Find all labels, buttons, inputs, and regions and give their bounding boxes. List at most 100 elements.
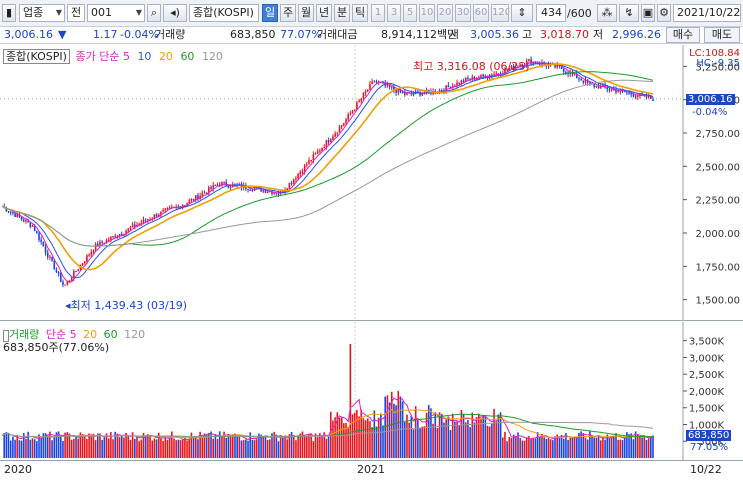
volume-bar [201, 435, 204, 458]
volume-bar [103, 437, 106, 458]
volume-chart: 3,500K 3,000K 2,500K 2,000K 1,500K 1,000K 500K [1, 322, 725, 460]
candle-body [560, 65, 563, 70]
candle-body [288, 182, 291, 189]
candle-body [38, 232, 40, 240]
buy-button[interactable]: 매수 [666, 27, 700, 43]
vol-ma5-legend: 5 [69, 328, 77, 341]
volume-bar [166, 439, 169, 458]
volume-bar [552, 440, 554, 458]
minute-option-20[interactable]: 20 [437, 4, 453, 22]
candle-body [332, 136, 334, 140]
volume-bar [20, 440, 23, 458]
volume-bar [343, 423, 345, 458]
line-tool-icon[interactable]: ↯ [619, 4, 639, 22]
minute-option-3[interactable]: 3 [387, 4, 401, 22]
vol-y-tick-label: 500K [698, 437, 724, 448]
hc-label: HC:-9.35 [696, 58, 740, 69]
period-tab-5[interactable]: 틱 [352, 4, 368, 22]
minute-option-5[interactable]: 5 [403, 4, 417, 22]
candle-body [295, 178, 297, 180]
sell-button[interactable]: 매도 [704, 27, 740, 43]
volume-legend-name: 거래량 [9, 328, 40, 341]
volume-bar [105, 433, 108, 458]
y-tick-label: 2,500.00 [695, 162, 740, 173]
candle-body [55, 269, 58, 272]
panel-toggle-icon[interactable]: ▮ [2, 4, 16, 22]
candle-body [610, 89, 613, 91]
minute-option-30[interactable]: 30 [455, 4, 471, 22]
candle-body [51, 256, 53, 261]
candle-body [249, 189, 252, 191]
market-select[interactable]: 업종 ▼ [19, 4, 65, 22]
vol-y-tick-label: 2,000K [689, 387, 725, 398]
search-icon[interactable]: ⌕ [147, 4, 161, 22]
volume-bar [51, 440, 53, 458]
volume-bar [323, 432, 326, 458]
volume-bar [284, 435, 286, 458]
volume-bar [536, 432, 539, 458]
period-select[interactable]: 전 [67, 4, 85, 22]
candle-body [36, 230, 38, 233]
save-icon[interactable]: ▣ [641, 4, 655, 22]
low-label: 저 [593, 28, 604, 41]
settings-gear-icon[interactable]: ⚙ [657, 4, 671, 22]
date-field[interactable]: 2021/10/22 [673, 4, 741, 22]
volume-bar [251, 439, 254, 458]
candle-body [310, 160, 312, 162]
x-label-2020: 2020 [4, 463, 32, 476]
chart-type-icon[interactable]: ⁂ [597, 4, 617, 22]
candle-body [334, 133, 336, 137]
period-tab-0[interactable]: 일 [262, 4, 278, 22]
candle-body [471, 76, 474, 80]
y-tick-label: 3,250.00 [695, 62, 740, 73]
volume-bar [410, 415, 413, 458]
candle-body [194, 195, 197, 201]
volume-bar [90, 434, 93, 458]
volume-bar [210, 431, 212, 458]
volume-bar [567, 439, 569, 458]
minute-option-120[interactable]: 120 [491, 4, 509, 22]
candle-body [99, 241, 101, 247]
volume-bar [358, 416, 360, 458]
candle-body [33, 226, 36, 231]
code-input[interactable]: 001 ▼ [87, 4, 145, 22]
volume-bar [340, 417, 343, 458]
minute-option-60[interactable]: 60 [473, 4, 489, 22]
candle-body [366, 89, 369, 92]
candle-body [114, 236, 117, 238]
candle-body [216, 184, 219, 186]
candle-body [240, 184, 243, 189]
volume-bar [27, 431, 29, 458]
minute-option-1[interactable]: 1 [371, 4, 385, 22]
volume-chart-panel[interactable]: 3,500K 3,000K 2,500K 2,000K 1,500K 1,000K 500K… [0, 322, 743, 460]
volume-bar [96, 433, 99, 458]
candle-body [495, 73, 498, 75]
volume-bar [42, 433, 45, 458]
count-input[interactable]: 434 [536, 4, 566, 22]
candle-body [447, 85, 450, 87]
minute-option-10[interactable]: 10 [419, 4, 435, 22]
volume-bar [308, 434, 310, 458]
volume-bar [83, 434, 86, 458]
period-tab-3[interactable]: 년 [316, 4, 332, 22]
volume-bar [495, 421, 498, 458]
candle-body [369, 84, 371, 90]
candle-body [386, 84, 389, 86]
volume-bar [62, 441, 64, 458]
volume-bar [613, 435, 615, 458]
candle-body [29, 222, 32, 227]
volume-bar [81, 434, 84, 458]
speaker-icon[interactable]: ◂) [163, 4, 187, 22]
candle-body [44, 246, 47, 253]
volume-bar [149, 435, 151, 458]
volume-bar [401, 401, 404, 458]
candle-body [360, 98, 363, 101]
period-tab-2[interactable]: 월 [298, 4, 314, 22]
price-chart-panel[interactable]: 3,250.003,000.002,750.002,500.002,250.00… [0, 45, 743, 321]
candle-body [565, 71, 567, 73]
period-tab-4[interactable]: 분 [334, 4, 350, 22]
period-tab-1[interactable]: 주 [280, 4, 296, 22]
count-stepper-icon[interactable]: ⇕ [511, 4, 533, 22]
